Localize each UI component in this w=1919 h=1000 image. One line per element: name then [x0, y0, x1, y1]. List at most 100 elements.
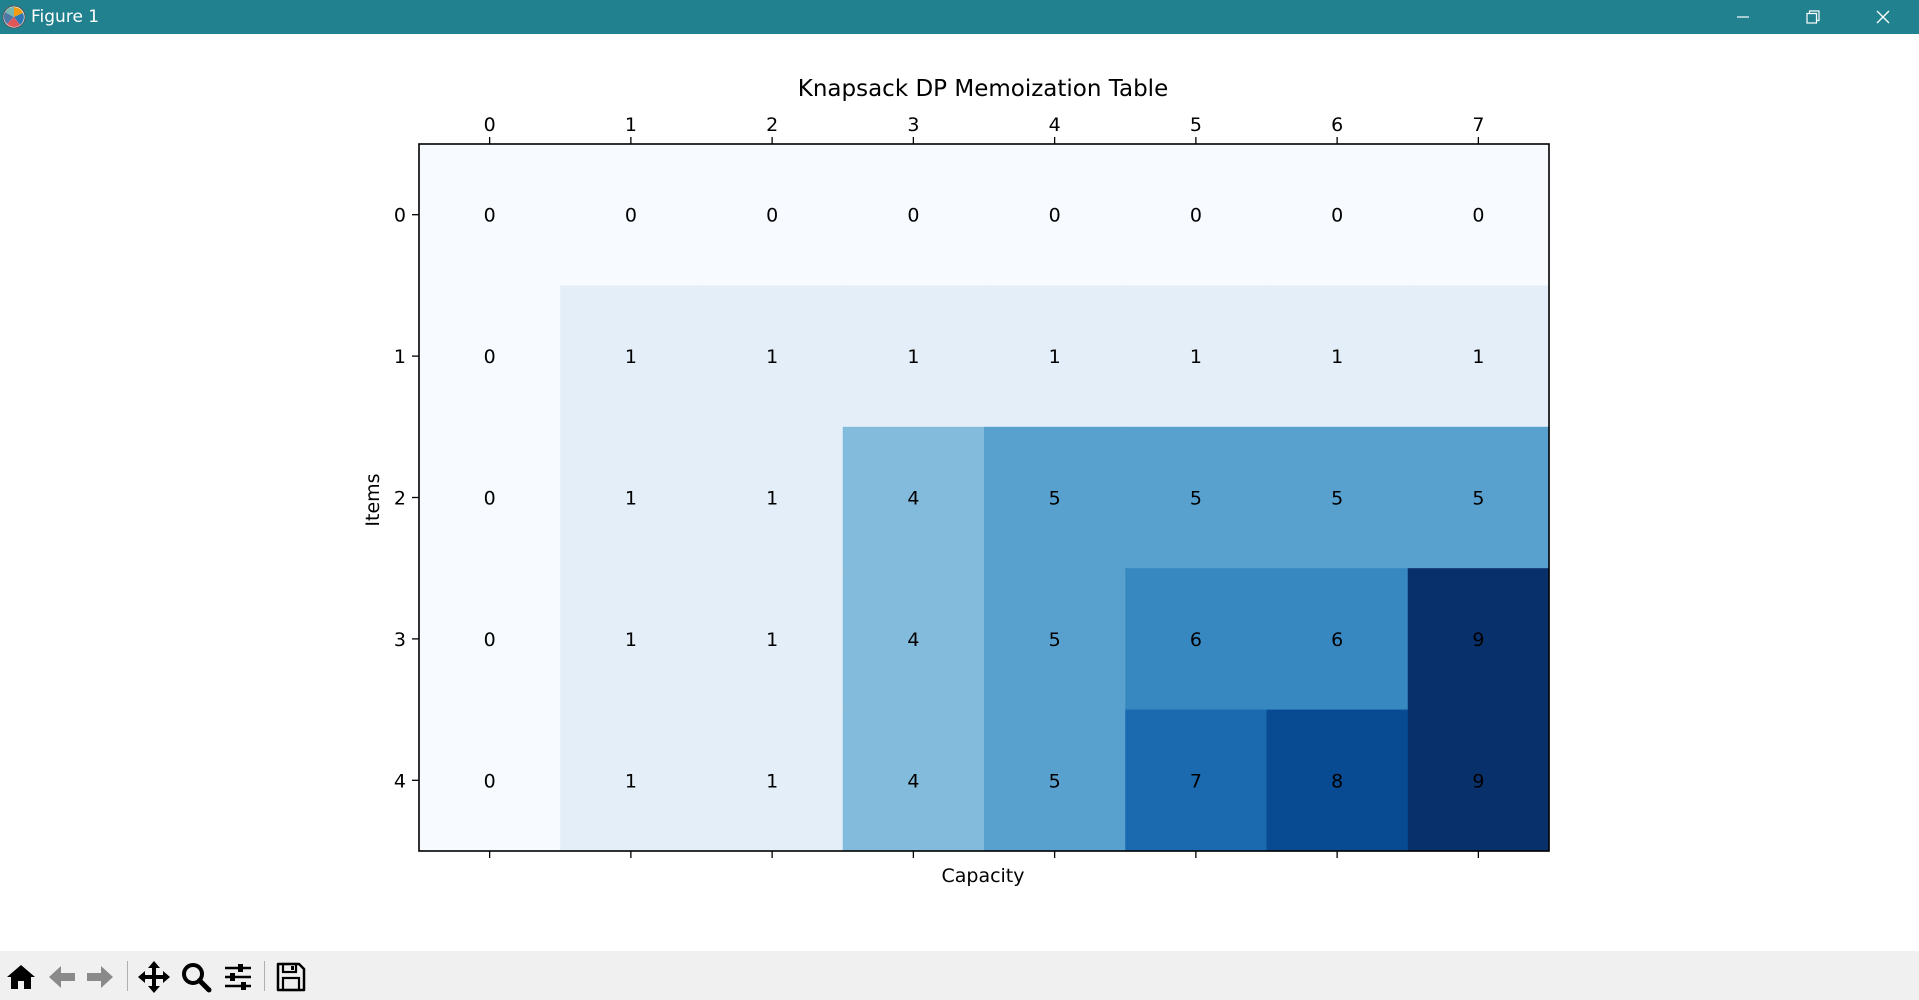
cell-value-label: 7 [1190, 770, 1202, 792]
x-tick-label: 2 [766, 114, 778, 136]
heatmap-cells [419, 144, 1550, 852]
cell-value-label: 5 [1049, 629, 1061, 651]
heatmap-cell [842, 568, 985, 711]
heatmap-cell [1266, 709, 1409, 852]
pan-move-icon [138, 961, 170, 993]
cell-value-label: 0 [1190, 205, 1202, 227]
y-tick-label: 4 [394, 770, 406, 792]
y-tick-label: 2 [394, 488, 406, 510]
heatmap-cell [842, 285, 985, 428]
heatmap-cell [1407, 426, 1550, 569]
cell-value-label: 9 [1472, 770, 1484, 792]
figure-canvas[interactable]: 0 0 0 0 0 0 0 0 0 1 1 1 1 1 1 1 0 1 1 4 5 5 5 5 0 1 1 4 5 6 6 9 0 1 1 4 5 7 8 9… [0, 34, 1919, 951]
cell-value-label: 5 [1190, 488, 1202, 510]
heatmap-cell [701, 426, 844, 569]
cell-value-label: 1 [1190, 346, 1202, 368]
heatmap-cell [1125, 285, 1268, 428]
heatmap-cell [701, 709, 844, 852]
heatmap-cell [984, 709, 1126, 852]
heatmap-cell [419, 144, 561, 286]
cell-value-label: 1 [625, 629, 637, 651]
heatmap-cell [984, 285, 1126, 428]
cell-value-label: 6 [1331, 629, 1343, 651]
home-button[interactable] [3, 959, 39, 995]
cell-value-label: 4 [907, 488, 919, 510]
x-axis-label: Capacity [941, 865, 1024, 887]
y-tick-label: 0 [394, 205, 406, 227]
cell-value-label: 8 [1331, 770, 1343, 792]
x-tick-label: 1 [625, 114, 637, 136]
home-icon [7, 965, 35, 989]
cell-value-label: 1 [766, 346, 778, 368]
cell-value-label: 0 [484, 205, 496, 227]
restore-button[interactable] [1785, 0, 1841, 34]
heatmap-cell [1407, 709, 1550, 852]
heatmap-cell [1125, 568, 1268, 711]
configure-subplots-button[interactable] [220, 959, 256, 995]
cell-value-label: 1 [1331, 346, 1343, 368]
heatmap-cell [419, 426, 561, 569]
x-tick-label: 4 [1049, 114, 1061, 136]
restore-icon [1806, 10, 1820, 24]
heatmap-cell [560, 426, 703, 569]
window-title: Figure 1 [31, 7, 100, 27]
heatmap-cell [842, 144, 985, 286]
cell-value-label: 1 [766, 488, 778, 510]
heatmap-cell [701, 144, 844, 286]
cell-value-label: 5 [1049, 488, 1061, 510]
cell-value-label: 1 [625, 346, 637, 368]
x-tick-label: 3 [907, 114, 919, 136]
heatmap-cell [1125, 426, 1268, 569]
back-button[interactable] [44, 959, 80, 995]
forward-button[interactable] [82, 959, 118, 995]
y-tick-label: 1 [394, 346, 406, 368]
back-arrow-icon [49, 966, 75, 988]
cell-value-label: 0 [1331, 205, 1343, 227]
cell-value-label: 0 [1472, 205, 1484, 227]
cell-value-label: 0 [484, 346, 496, 368]
cell-value-label: 5 [1331, 488, 1343, 510]
heatmap-cell [560, 144, 703, 286]
x-tick-label: 5 [1190, 114, 1202, 136]
cell-value-label: 0 [766, 205, 778, 227]
heatmap-cell [1266, 285, 1409, 428]
x-tick-label: 6 [1331, 114, 1343, 136]
save-button[interactable] [273, 959, 309, 995]
heatmap-cell [1407, 285, 1550, 428]
cell-value-label: 1 [1049, 346, 1061, 368]
chart-title: Knapsack DP Memoization Table [798, 76, 1168, 102]
heatmap-cell [1407, 568, 1550, 711]
cell-value-label: 0 [907, 205, 919, 227]
minimize-button[interactable] [1715, 0, 1771, 34]
heatmap-cell [1407, 144, 1550, 286]
cell-value-label: 0 [484, 629, 496, 651]
forward-arrow-icon [87, 966, 113, 988]
heatmap-cell [1266, 426, 1409, 569]
heatmap-cell-labels: 0 0 0 0 0 0 0 0 0 1 1 1 1 1 1 1 0 1 1 4 5 5 5 5 0 1 1 4 5 6 6 9 0 1 1 4 5 7 8 9 [484, 205, 1485, 793]
pan-button[interactable] [136, 959, 172, 995]
cell-value-label: 1 [1472, 346, 1484, 368]
heatmap-cell [984, 144, 1126, 286]
heatmap-cell [701, 568, 844, 711]
heatmap-cell [1266, 568, 1409, 711]
close-button[interactable] [1855, 0, 1911, 34]
cell-value-label: 5 [1472, 488, 1484, 510]
cell-value-label: 4 [907, 629, 919, 651]
y-axis-label: Items [362, 473, 384, 526]
cell-value-label: 0 [484, 488, 496, 510]
heatmap-cell [984, 426, 1126, 569]
heatmap-cell [842, 709, 985, 852]
save-floppy-icon [276, 962, 306, 992]
cell-value-label: 4 [907, 770, 919, 792]
cell-value-label: 5 [1049, 770, 1061, 792]
cell-value-label: 6 [1190, 629, 1202, 651]
heatmap-cell [560, 285, 703, 428]
cell-value-label: 0 [625, 205, 637, 227]
heatmap-cell [1266, 144, 1409, 286]
y-tick-label: 3 [394, 629, 406, 651]
matplotlib-logo-icon [2, 5, 26, 29]
x-tick-label: 0 [484, 114, 496, 136]
zoom-button[interactable] [178, 959, 214, 995]
cell-value-label: 1 [625, 488, 637, 510]
heatmap-cell [560, 568, 703, 711]
